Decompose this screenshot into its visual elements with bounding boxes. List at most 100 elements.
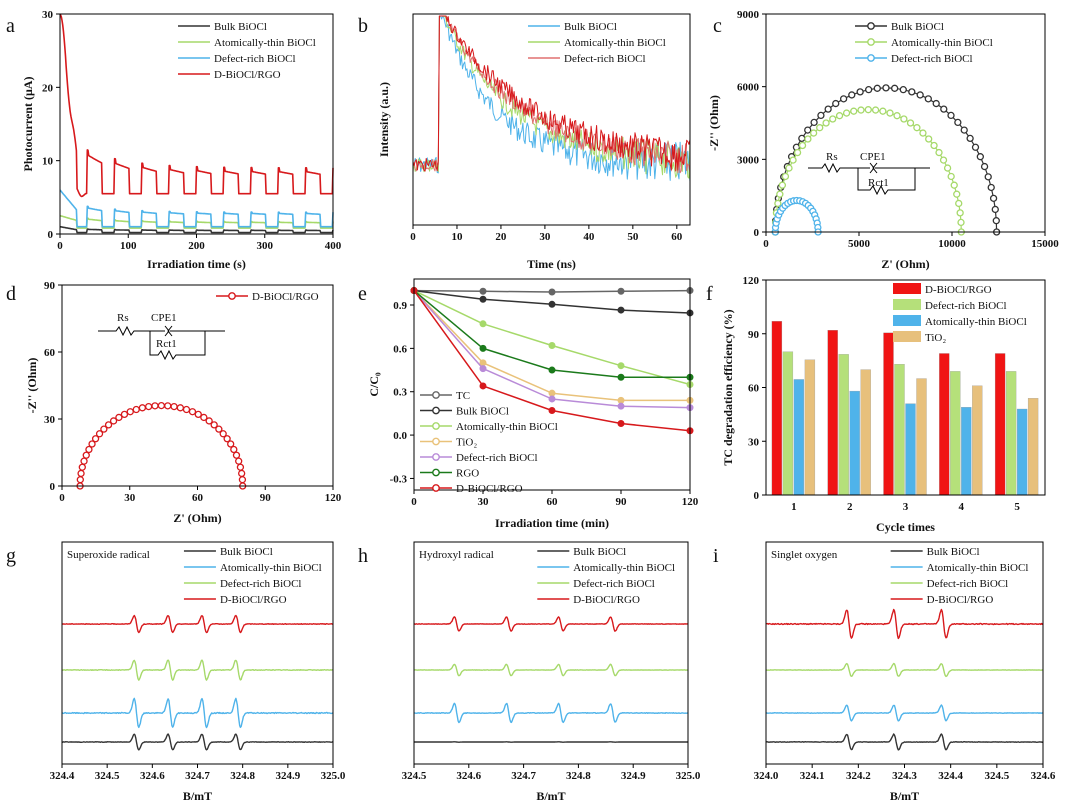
- x-tick-label: 324.8: [566, 770, 591, 782]
- data-point: [857, 106, 865, 114]
- bar: [939, 353, 950, 496]
- x-tick-label: 60: [192, 492, 204, 504]
- legend-label: Atomically-thin BiOCl: [220, 562, 322, 574]
- equivalent-circuit: Rs CPE1 Rct1: [808, 151, 930, 196]
- data-point: [238, 469, 246, 478]
- legend-label: Defect-rich BiOCl: [220, 578, 302, 590]
- data-point: [987, 183, 995, 192]
- data-point: [104, 421, 113, 429]
- data-point: [223, 435, 231, 443]
- data-point: [205, 417, 213, 425]
- data-point: [947, 172, 955, 181]
- legend-marker: [432, 406, 440, 415]
- data-point: [157, 401, 166, 410]
- data-point: [817, 111, 825, 120]
- data-point: [617, 402, 625, 410]
- x-tick-label: 60: [547, 496, 559, 508]
- series-line: [765, 662, 1044, 678]
- legend-label: Atomically-thin BiOCl: [573, 562, 675, 574]
- series-line: [413, 702, 689, 724]
- data-point: [832, 99, 840, 108]
- bar: [1016, 408, 1028, 496]
- x-tick-label: 324.5: [95, 770, 120, 782]
- data-point: [785, 164, 793, 172]
- series-line: [61, 697, 334, 729]
- series-line: [61, 733, 334, 751]
- plot-frame: [765, 13, 1046, 233]
- data-point: [548, 288, 556, 296]
- y-tick-label: 120: [743, 275, 760, 287]
- data-point: [925, 135, 933, 143]
- cpe-element: [150, 325, 225, 337]
- legend-label: RGO: [456, 468, 479, 480]
- legend-label: Bulk BiOCl: [573, 546, 626, 558]
- data-point: [188, 408, 197, 416]
- x-axis-label: Cycle times: [876, 520, 935, 534]
- data-point: [144, 402, 153, 411]
- legend-label: Defect-rich BiOCl: [564, 53, 646, 65]
- data-point: [194, 410, 202, 419]
- data-point: [100, 425, 108, 433]
- legend-label: D-BiOCl/RGO: [252, 291, 319, 303]
- data-point: [80, 457, 88, 465]
- bar: [961, 407, 972, 496]
- data-point: [781, 172, 790, 181]
- data-point: [774, 199, 782, 208]
- plot-frame: [765, 541, 1044, 765]
- data-point: [479, 365, 487, 373]
- x-tick-label: 324.6: [456, 770, 481, 782]
- data-point: [219, 430, 227, 438]
- data-point: [919, 129, 927, 137]
- x-tick-label: 325.0: [676, 770, 701, 782]
- circuit-label: Rs: [826, 151, 838, 163]
- data-point: [115, 413, 123, 422]
- y-tick-label: 0: [754, 490, 760, 502]
- x-tick-label: 90: [260, 492, 272, 504]
- circuit-label: Rct1: [868, 177, 889, 189]
- y-tick-label: 6000: [737, 82, 760, 94]
- legend-label: TC: [456, 390, 470, 402]
- y-tick-label: 0.6: [393, 343, 407, 355]
- legend-swatch: [893, 283, 921, 294]
- data-point: [976, 153, 984, 161]
- data-point: [908, 88, 916, 96]
- bar: [1027, 398, 1039, 496]
- resistor-rs: [808, 162, 858, 174]
- data-point: [109, 417, 118, 425]
- y-tick-label: 90: [748, 329, 760, 341]
- y-axis-label: C/C₀: [367, 372, 381, 397]
- data-point: [966, 134, 974, 143]
- legend-marker: [867, 54, 875, 62]
- data-point: [548, 366, 556, 374]
- legend-label: D-BiOCl/RGO: [220, 594, 287, 606]
- legend-marker: [867, 22, 875, 30]
- y-tick-label: 0.3: [393, 387, 407, 399]
- x-tick-label: 324.4: [50, 770, 75, 782]
- bar: [860, 369, 871, 496]
- panel-g: g Superoxide radical 324.4 324.5 324.6 324.7 3…: [6, 541, 346, 803]
- data-point: [138, 404, 147, 412]
- legend-label: Atomically-thin BiOCl: [456, 421, 558, 433]
- x-axis-label: Z' (Ohm): [173, 511, 221, 525]
- y-tick-label: 0: [50, 481, 56, 493]
- x-tick-label: 120: [682, 496, 699, 508]
- legend-label: Defect-rich BiOCl: [573, 578, 655, 590]
- data-point: [120, 410, 129, 419]
- plot-frame: [61, 541, 334, 765]
- panel-label: h: [358, 545, 368, 567]
- y-tick-label: 9000: [737, 9, 760, 21]
- panel-label: g: [6, 545, 16, 567]
- legend-label: Bulk BiOCl: [927, 546, 980, 558]
- data-point: [864, 106, 872, 114]
- bar: [950, 371, 961, 496]
- data-point: [804, 135, 812, 143]
- panel-a: a 0 100 200 300 400 0 10 20 30 Irradiation time (s…: [6, 9, 342, 271]
- data-point: [824, 105, 832, 113]
- data-point: [954, 118, 962, 127]
- bar: [793, 379, 805, 496]
- legend-label: TiO₂: [456, 437, 477, 449]
- data-point: [891, 84, 899, 92]
- data-point: [873, 84, 881, 92]
- data-point: [76, 476, 84, 484]
- legend-label: Atomically-thin BiOCl: [925, 316, 1027, 328]
